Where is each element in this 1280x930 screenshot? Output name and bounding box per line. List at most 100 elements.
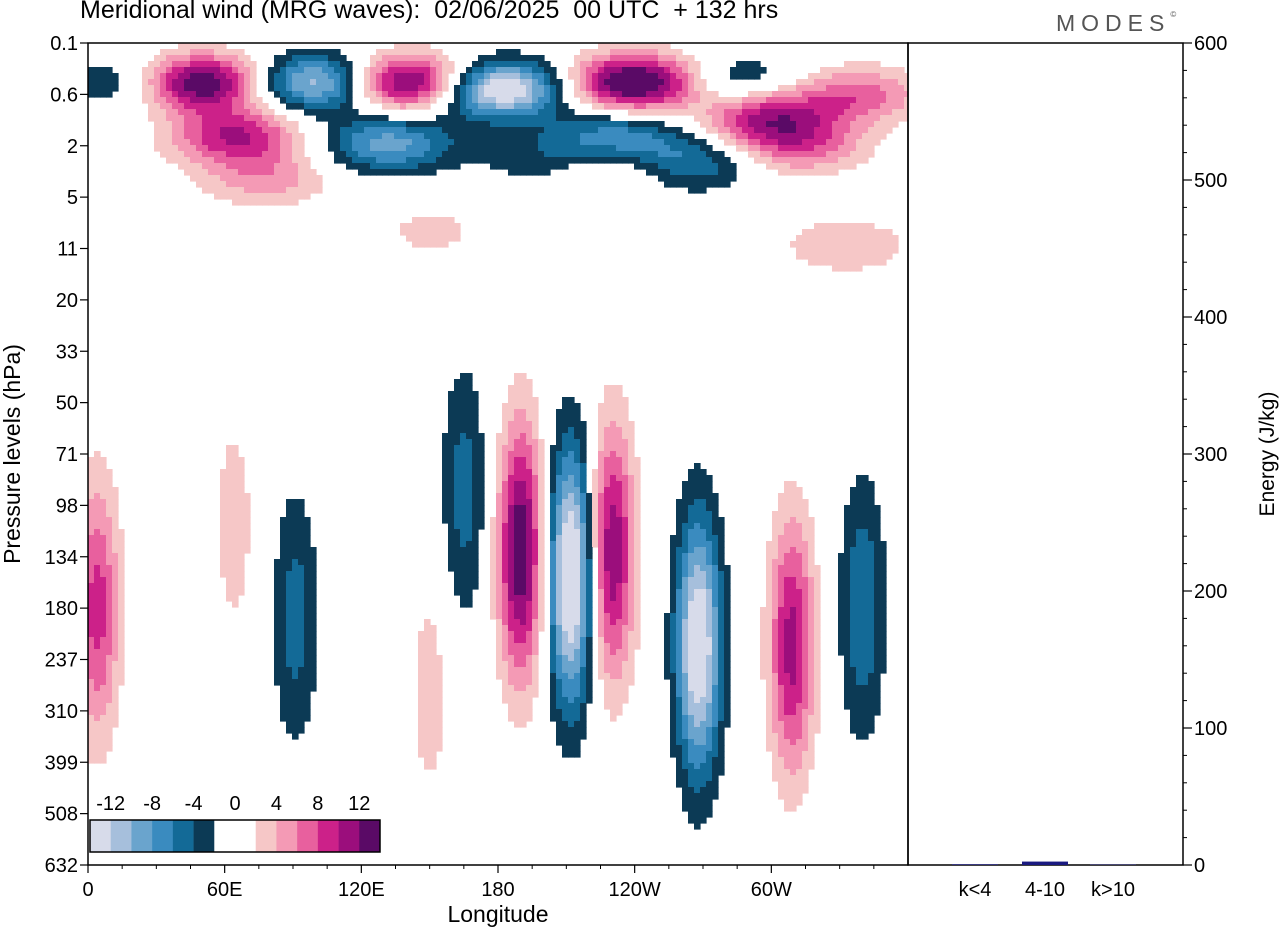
heatmap-cell bbox=[724, 673, 731, 680]
heatmap-cell bbox=[892, 103, 899, 110]
heatmap-cell bbox=[382, 139, 389, 146]
heatmap-cell bbox=[106, 595, 113, 602]
heatmap-cell bbox=[808, 607, 815, 614]
heatmap-cell bbox=[718, 115, 725, 122]
heatmap-cell bbox=[100, 547, 107, 554]
heatmap-cell bbox=[574, 565, 581, 572]
heatmap-cell bbox=[472, 475, 479, 482]
heatmap-cell bbox=[232, 451, 239, 458]
heatmap-cell bbox=[706, 145, 713, 152]
heatmap-cell bbox=[466, 469, 473, 476]
heatmap-cell bbox=[616, 493, 623, 500]
heatmap-cell bbox=[496, 475, 503, 482]
heatmap-cell bbox=[592, 85, 599, 92]
heatmap-cell bbox=[616, 61, 623, 68]
heatmap-cell bbox=[298, 661, 305, 668]
heatmap-cell bbox=[502, 625, 509, 632]
heatmap-cell bbox=[574, 151, 581, 158]
heatmap-cell bbox=[292, 199, 299, 206]
heatmap-cell bbox=[880, 577, 887, 584]
heatmap-cell bbox=[592, 139, 599, 146]
heatmap-cell bbox=[544, 79, 551, 86]
heatmap-cell bbox=[874, 589, 881, 596]
heatmap-cell bbox=[562, 601, 569, 608]
heatmap-cell bbox=[562, 475, 569, 482]
heatmap-cell bbox=[286, 667, 293, 674]
heatmap-cell bbox=[754, 115, 761, 122]
heatmap-cell bbox=[526, 565, 533, 572]
heatmap-cell bbox=[160, 91, 167, 98]
heatmap-cell bbox=[508, 655, 515, 662]
heatmap-cell bbox=[214, 193, 221, 200]
heatmap-cell bbox=[736, 145, 743, 152]
heatmap-cell bbox=[670, 541, 677, 548]
heatmap-cell bbox=[226, 595, 233, 602]
heatmap-cell bbox=[598, 499, 605, 506]
heatmap-cell bbox=[514, 103, 521, 110]
heatmap-cell bbox=[610, 631, 617, 638]
heatmap-cell bbox=[244, 187, 251, 194]
heatmap-cell bbox=[748, 67, 755, 74]
heatmap-cell bbox=[196, 67, 203, 74]
heatmap-cell bbox=[598, 151, 605, 158]
heatmap-cell bbox=[526, 121, 533, 128]
heatmap-cell bbox=[568, 541, 575, 548]
heatmap-cell bbox=[802, 589, 809, 596]
heatmap-cell bbox=[490, 133, 497, 140]
heatmap-cell bbox=[652, 73, 659, 80]
heatmap-cell bbox=[262, 169, 269, 176]
heatmap-cell bbox=[724, 109, 731, 116]
heatmap-cell bbox=[682, 55, 689, 62]
heatmap-cell bbox=[88, 505, 95, 512]
heatmap-cell bbox=[520, 433, 527, 440]
heatmap-cell bbox=[490, 103, 497, 110]
heatmap-cell bbox=[256, 145, 263, 152]
heatmap-cell bbox=[88, 481, 95, 488]
heatmap-cell bbox=[670, 103, 677, 110]
heatmap-cell bbox=[700, 589, 707, 596]
heatmap-cell bbox=[220, 145, 227, 152]
heatmap-cell bbox=[274, 163, 281, 170]
heatmap-cell bbox=[688, 55, 695, 62]
heatmap-cell bbox=[586, 517, 593, 524]
heatmap-cell bbox=[334, 109, 341, 116]
heatmap-cell bbox=[418, 655, 425, 662]
heatmap-cell bbox=[526, 97, 533, 104]
heatmap-cell bbox=[250, 145, 257, 152]
heatmap-cell bbox=[562, 139, 569, 146]
heatmap-cell bbox=[766, 667, 773, 674]
heatmap-cell bbox=[808, 79, 815, 86]
heatmap-cell bbox=[436, 115, 443, 122]
heatmap-cell bbox=[604, 103, 611, 110]
heatmap-cell bbox=[424, 61, 431, 68]
heatmap-cell bbox=[418, 103, 425, 110]
heatmap-cell bbox=[664, 55, 671, 62]
heatmap-cell bbox=[868, 223, 875, 230]
heatmap-cell bbox=[334, 115, 341, 122]
heatmap-cell bbox=[586, 139, 593, 146]
heatmap-cell bbox=[106, 85, 113, 92]
heatmap-cell bbox=[268, 187, 275, 194]
heatmap-cell bbox=[106, 529, 113, 536]
heatmap-cell bbox=[628, 433, 635, 440]
heatmap-cell bbox=[202, 43, 209, 50]
heatmap-cell bbox=[688, 487, 695, 494]
heatmap-cell bbox=[262, 121, 269, 128]
heatmap-cell bbox=[478, 511, 485, 518]
heatmap-cell bbox=[658, 73, 665, 80]
heatmap-cell bbox=[724, 607, 731, 614]
heatmap-cell bbox=[304, 577, 311, 584]
heatmap-cell bbox=[706, 547, 713, 554]
heatmap-cell bbox=[502, 133, 509, 140]
heatmap-cell bbox=[196, 139, 203, 146]
heatmap-cell bbox=[856, 577, 863, 584]
heatmap-cell bbox=[520, 55, 527, 62]
heatmap-cell bbox=[514, 547, 521, 554]
heatmap-cell bbox=[844, 133, 851, 140]
heatmap-cell bbox=[706, 541, 713, 548]
heatmap-cell bbox=[622, 97, 629, 104]
heatmap-cell bbox=[616, 529, 623, 536]
heatmap-cell bbox=[460, 397, 467, 404]
heatmap-cell bbox=[676, 133, 683, 140]
heatmap-cell bbox=[652, 169, 659, 176]
